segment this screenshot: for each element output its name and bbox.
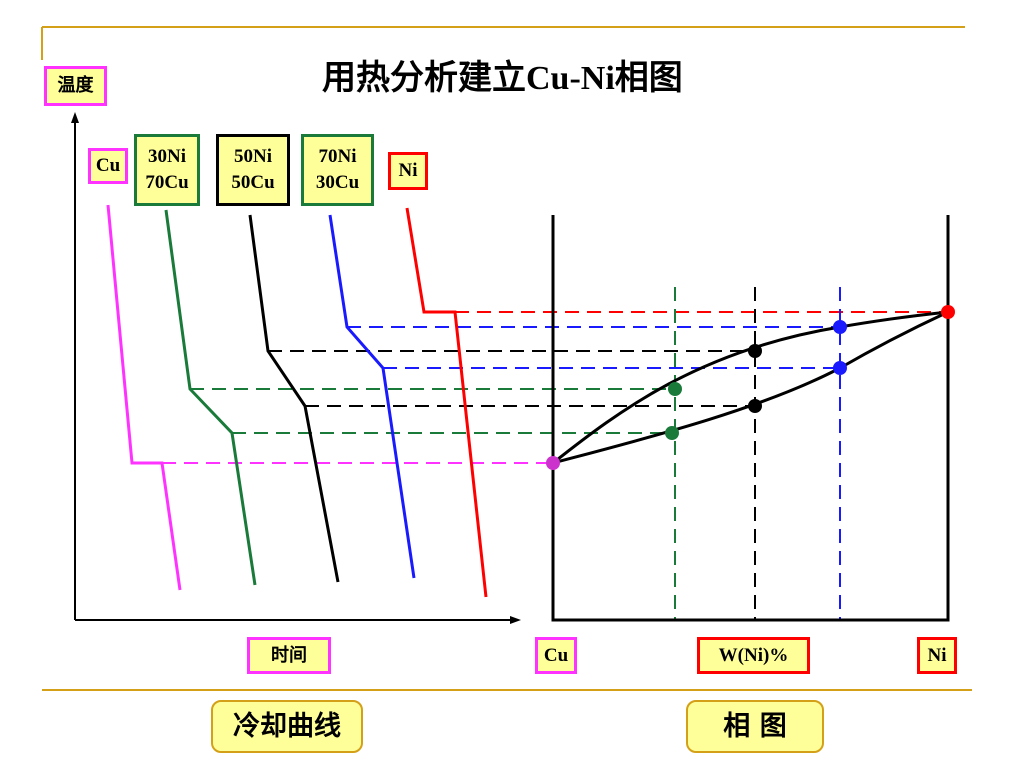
liquidus-line <box>552 310 949 465</box>
point-ni30-solidus <box>665 426 679 440</box>
title-cn: 用热分析建立 <box>322 58 526 98</box>
label-cu-curve: Cu <box>88 148 128 184</box>
label-ni30-curve: 30Ni 70Cu <box>134 134 200 206</box>
caption-phase-diagram: 相 图 <box>686 700 824 753</box>
cooling-curve-ni50 <box>248 214 340 583</box>
phase-diagram-frame <box>551 215 950 622</box>
temperature-axis-arrow <box>71 112 79 123</box>
axis-label-wni: W(Ni)% <box>697 637 810 674</box>
point-ni50-liquidus <box>748 344 762 358</box>
point-ni30-liquidus <box>668 382 682 396</box>
cooling-curve-ni <box>405 207 488 598</box>
time-axis-arrow <box>510 616 521 624</box>
axis-label-cu: Cu <box>535 637 577 674</box>
label-ni70-curve: 70Ni 30Cu <box>301 134 374 206</box>
point-ni70-liquidus <box>833 320 847 334</box>
time-label: 时间 <box>247 637 331 674</box>
point-ni50-solidus <box>748 399 762 413</box>
caption-cooling-curves: 冷却曲线 <box>211 700 363 753</box>
page-title: 用热分析建立Cu-Ni相图 <box>322 50 683 99</box>
solidus-line <box>552 310 949 465</box>
point-cu-melt <box>546 456 560 470</box>
cooling-curve-ni30 <box>164 209 257 586</box>
label-ni50-curve: 50Ni 50Cu <box>216 134 290 206</box>
axis-label-ni: Ni <box>917 637 957 674</box>
temperature-label: 温度 <box>44 66 107 106</box>
label-ni-curve: Ni <box>388 152 428 190</box>
point-ni70-solidus <box>833 361 847 375</box>
point-ni-melt <box>941 305 955 319</box>
title-latin: Cu-Ni <box>526 60 615 97</box>
cooling-curve-cu <box>106 204 182 591</box>
cooling-curve-ni70 <box>328 214 416 579</box>
title-cn2: 相图 <box>614 58 683 98</box>
